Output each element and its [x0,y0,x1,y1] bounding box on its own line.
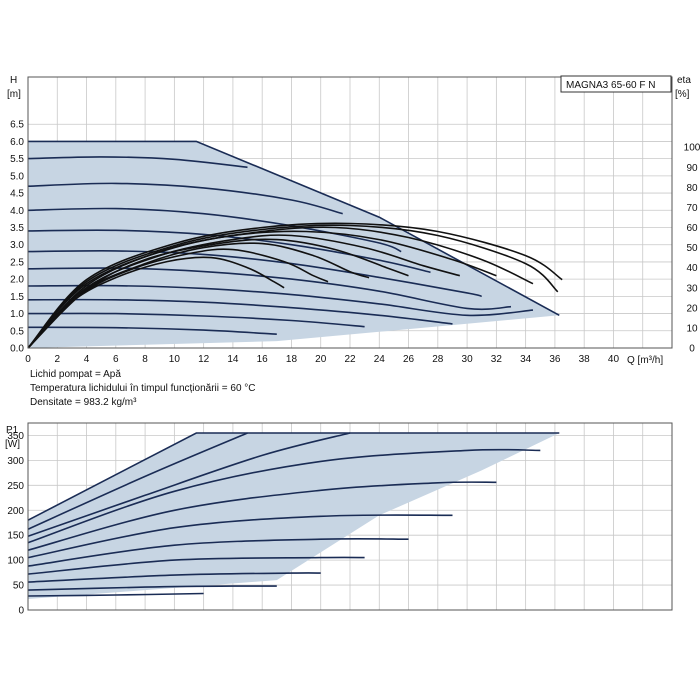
x-tick-label: 40 [608,354,620,365]
efficiency-curve-3 [27,230,497,349]
y-tick-label-top: 5.0 [10,171,24,182]
y-axis-label-top-symbol: H [10,75,17,86]
x-tick-label: 14 [227,354,239,365]
power-curve-1 [27,432,248,530]
head-curve-10 [27,326,277,335]
head-curve-0 [28,140,560,317]
y2-tick-label: 40 [686,263,698,274]
y2-tick-label: 90 [686,163,698,174]
y2-axis-label-unit: [%] [675,89,690,100]
y-tick-label-bottom: 300 [7,456,24,467]
power-curve-6 [27,537,409,567]
model-label: MAGNA3 65-60 F N [566,80,655,91]
x-tick-label: 0 [25,354,31,365]
note-temperature: Temperatura lichidului în timpul funcțio… [30,383,256,394]
x-tick-label: 30 [462,354,474,365]
efficiency-curve-0 [27,222,563,349]
y2-tick-label: 100 [684,143,700,154]
y2-axis-label-symbol: eta [677,75,691,86]
note-density: Densitate = 983.2 kg/m³ [30,397,137,408]
note-liquid: Lichid pompat = Apă [30,369,121,380]
y2-tick-label: 0 [689,344,695,355]
head-curve-3 [27,207,402,253]
x-tick-label: 28 [432,354,444,365]
head-curve-2 [27,182,343,215]
power-operating-region [28,433,560,599]
power-curve-10 [27,592,204,597]
efficiency-curve-4 [27,234,461,349]
y-axis-label-bottom-symbol: P1 [6,425,19,436]
power-curve-5 [27,514,453,559]
head-efficiency-panel: 0 2 4 6 8 10 12 14 16 18 20 22 24 26 28 30 32 34 36 38 400.0… [10,76,700,365]
y-tick-label-top: 4.0 [10,206,24,217]
y-tick-label-bottom: 100 [7,556,24,567]
y2-tick-label: 20 [686,303,698,314]
x-tick-label: 32 [491,354,503,365]
y2-tick-label: 50 [686,243,698,254]
efficiency-curve-6 [27,242,370,349]
x-tick-label: 36 [549,354,561,365]
y-tick-label-top: 0.5 [10,326,24,337]
y2-tick-label: 80 [686,183,698,194]
x-tick-label: 20 [315,354,327,365]
efficiency-curve-1 [27,224,559,349]
y-tick-label-top: 6.5 [10,120,24,131]
power-panel: 0 50 100 150 200 250 300 350 [7,422,673,617]
x-tick-label: 34 [520,354,532,365]
power-curve-4 [27,481,497,551]
head-curve-4 [27,229,431,274]
power-curve-3 [27,448,541,544]
x-tick-label: 8 [142,354,148,365]
head-curve-7 [27,284,534,317]
x-tick-label: 38 [579,354,591,365]
y-tick-label-top: 4.5 [10,189,24,200]
efficiency-curve-8 [27,256,285,349]
y-tick-label-top: 1.0 [10,309,24,320]
y-tick-label-top: 0.0 [10,344,24,355]
y2-tick-label: 70 [686,203,698,214]
x-axis-label: Q [m³/h] [627,355,663,366]
head-curve-1 [27,156,248,169]
y-axis-label-bottom-unit: [W] [5,439,20,450]
y-tick-label-bottom: 0 [18,606,24,617]
efficiency-curve-2 [27,226,534,349]
y2-tick-label: 30 [686,283,698,294]
x-tick-label: 26 [403,354,415,365]
head-curve-9 [27,312,365,328]
power-curve-7 [27,556,365,575]
y-tick-label-bottom: 150 [7,531,24,542]
head-curve-8 [27,298,453,325]
power-curve-2 [27,432,351,537]
y-tick-label-bottom: 350 [7,431,24,442]
bottom-plot-frame [27,422,673,611]
x-tick-label: 18 [286,354,298,365]
y-tick-label-top: 5.5 [10,154,24,165]
power-curve-8 [27,572,321,583]
y-tick-label-top: 2.5 [10,257,24,268]
y-axis-label-top-unit: [m] [7,89,21,100]
x-tick-label: 10 [169,354,181,365]
y-tick-label-bottom: 50 [13,581,25,592]
model-label-box [560,75,672,93]
x-tick-label: 6 [113,354,119,365]
power-curve-0 [27,432,560,521]
y-tick-label-top: 2.0 [10,275,24,286]
y-tick-label-bottom: 250 [7,481,24,492]
y2-tick-label: 60 [686,223,698,234]
y-tick-label-top: 3.5 [10,223,24,234]
y-tick-label-top: 1.5 [10,292,24,303]
y2-tick-label: 10 [686,323,698,334]
x-tick-label: 16 [257,354,269,365]
y-tick-label-top: 6.0 [10,137,24,148]
y-tick-label-bottom: 200 [7,506,24,517]
x-tick-label: 12 [198,354,210,365]
power-curve-9 [27,585,277,591]
top-plot-frame [27,76,673,349]
x-tick-label: 2 [54,354,60,365]
x-tick-label: 24 [374,354,386,365]
x-tick-label: 4 [84,354,90,365]
y-tick-label-top: 3.0 [10,240,24,251]
x-tick-label: 22 [344,354,356,365]
